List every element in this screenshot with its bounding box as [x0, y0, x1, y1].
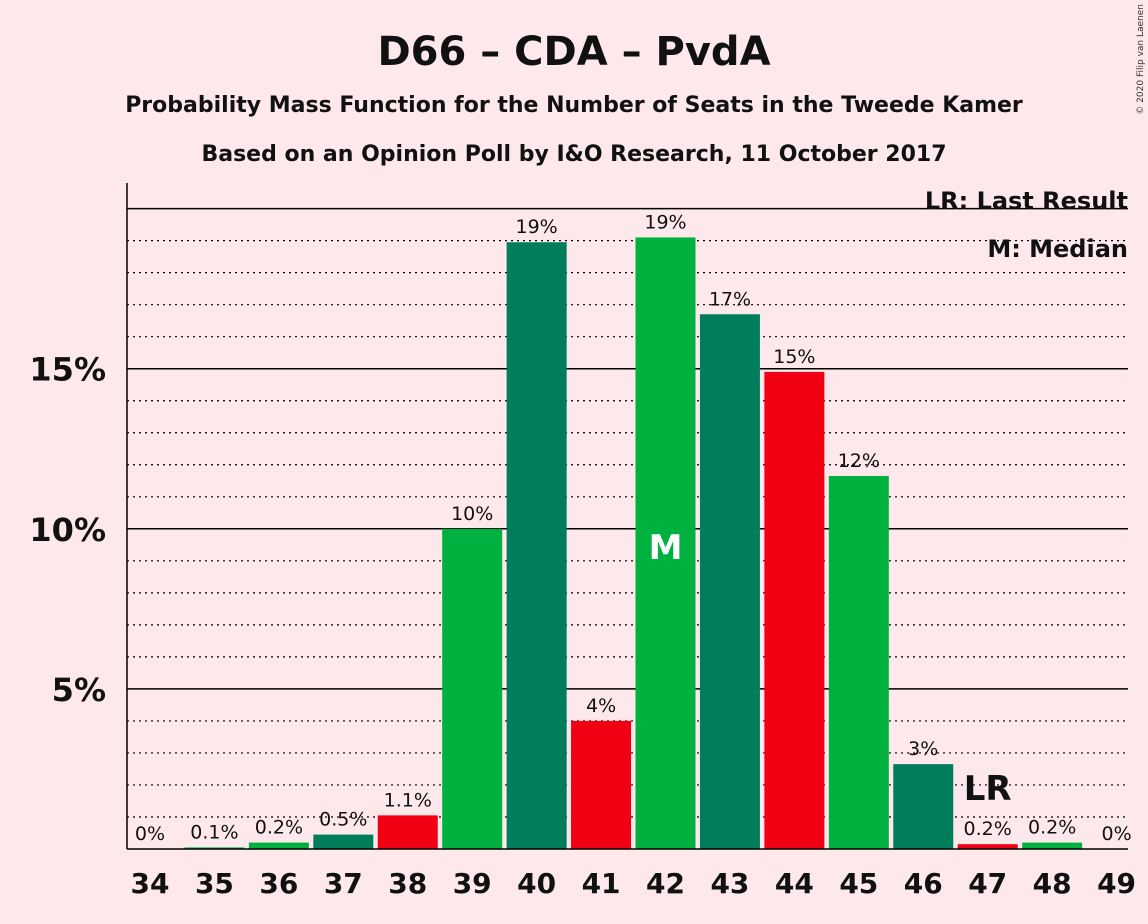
- x-tick-labels: 34 35 36 37 38 39 40 41 42 43 44 45 46 47 48 49: [131, 867, 1137, 900]
- bar-37: [313, 835, 373, 849]
- bar-44: [764, 372, 824, 849]
- x-tick-46: 46: [904, 867, 943, 900]
- last-result-marker: LR: [964, 769, 1012, 809]
- bar-label-49: 0%: [1101, 823, 1131, 845]
- bar-45: [829, 476, 889, 849]
- bar-label-37: 0.5%: [319, 809, 367, 831]
- bar-40: [507, 242, 567, 849]
- x-tick-38: 38: [388, 867, 427, 900]
- bar-label-41: 4%: [586, 695, 616, 717]
- x-tick-42: 42: [646, 867, 685, 900]
- bar-43: [700, 314, 760, 849]
- x-tick-40: 40: [517, 867, 556, 900]
- bar-label-34: 0%: [135, 823, 165, 845]
- chart-subtitle-1: Probability Mass Function for the Number…: [125, 93, 1023, 118]
- y-tick-label: 15%: [29, 351, 106, 389]
- y-tick-labels: 5% 10% 15%: [29, 351, 106, 709]
- chart-title: D66 – CDA – PvdA: [377, 29, 770, 75]
- bar-39: [442, 529, 502, 849]
- bar-label-39: 10%: [451, 503, 493, 525]
- x-tick-48: 48: [1033, 867, 1072, 900]
- bar-41: [571, 721, 631, 849]
- bar-46: [893, 764, 953, 849]
- chart-subtitle-2: Based on an Opinion Poll by I&O Research…: [201, 142, 946, 167]
- y-tick-label: 5%: [52, 671, 106, 709]
- x-tick-44: 44: [775, 867, 814, 900]
- bar-label-47: 0.2%: [964, 818, 1012, 840]
- legend-last-result: LR: Last Result: [925, 187, 1128, 215]
- bar-36: [249, 843, 309, 849]
- copyright-notice: © 2020 Filip van Laenen: [1136, 4, 1146, 115]
- bar-label-36: 0.2%: [255, 817, 303, 839]
- x-tick-34: 34: [131, 867, 170, 900]
- bar-label-48: 0.2%: [1028, 817, 1076, 839]
- x-tick-35: 35: [195, 867, 234, 900]
- bars: [184, 237, 1082, 849]
- x-tick-37: 37: [324, 867, 363, 900]
- x-tick-47: 47: [968, 867, 1007, 900]
- bar-label-38: 1.1%: [384, 789, 432, 811]
- bar-label-45: 12%: [838, 450, 880, 472]
- bar-38: [378, 815, 438, 849]
- x-tick-49: 49: [1097, 867, 1136, 900]
- bar-label-35: 0.1%: [190, 821, 238, 843]
- bar-label-42: 19%: [644, 211, 686, 233]
- x-tick-36: 36: [259, 867, 298, 900]
- bar-label-43: 17%: [709, 288, 751, 310]
- bar-label-44: 15%: [773, 346, 815, 368]
- bar-label-40: 19%: [516, 216, 558, 238]
- x-tick-45: 45: [839, 867, 878, 900]
- x-tick-41: 41: [582, 867, 621, 900]
- bar-48: [1022, 843, 1082, 849]
- y-tick-label: 10%: [29, 511, 106, 549]
- median-marker: M: [649, 528, 683, 568]
- legend-median: M: Median: [987, 235, 1128, 263]
- bar-label-46: 3%: [908, 738, 938, 760]
- x-tick-39: 39: [453, 867, 492, 900]
- x-tick-43: 43: [710, 867, 749, 900]
